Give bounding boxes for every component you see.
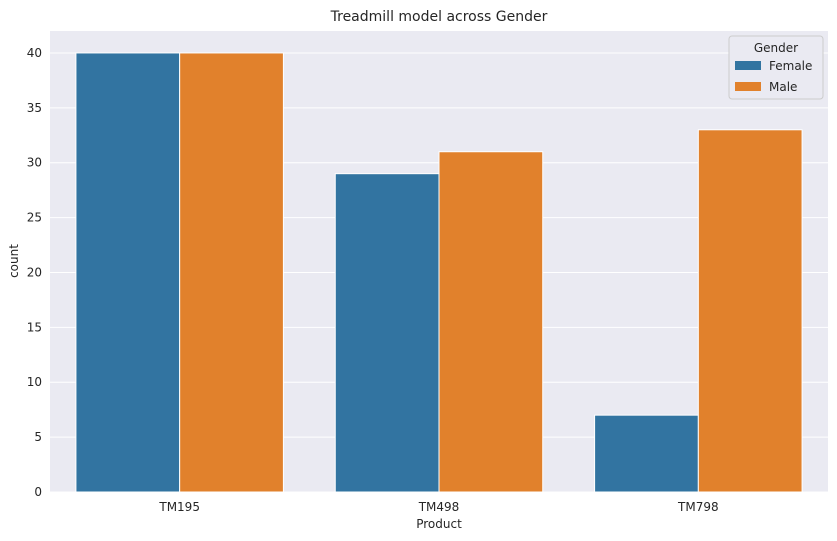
bar-tm498-male — [438, 151, 544, 493]
bar-tm195-female — [75, 52, 181, 493]
bar-tm798-female — [594, 414, 699, 493]
legend-label-female: Female — [769, 59, 812, 73]
y-tick-label: 0 — [34, 485, 42, 499]
y-tick-label: 5 — [34, 430, 42, 444]
legend-title: Gender — [754, 41, 798, 55]
x-tick-label: TM195 — [158, 500, 200, 514]
y-tick-label: 40 — [27, 46, 42, 60]
y-tick-label: 30 — [27, 156, 42, 170]
y-tick-label: 15 — [27, 320, 42, 334]
legend-swatch-female — [735, 61, 761, 70]
y-axis-label: count — [7, 244, 21, 278]
x-axis-label: Product — [416, 517, 462, 531]
bar-tm798-male — [697, 129, 803, 493]
legend-label-male: Male — [769, 80, 797, 94]
y-axis-ticks: 0 5 10 15 20 25 30 35 40 — [27, 46, 42, 499]
bar-tm498-female — [334, 173, 440, 493]
x-tick-label: TM798 — [677, 500, 719, 514]
x-axis-ticks: TM195 TM498 TM798 — [158, 500, 718, 514]
bar-tm195-male — [179, 52, 284, 493]
y-tick-label: 20 — [27, 265, 42, 279]
bars — [75, 52, 803, 493]
legend: Gender Female Male — [728, 35, 824, 100]
legend-swatch-male — [735, 82, 761, 91]
y-tick-label: 10 — [27, 375, 42, 389]
y-tick-label: 35 — [27, 101, 42, 115]
x-tick-label: TM498 — [418, 500, 460, 514]
y-tick-label: 25 — [27, 211, 42, 225]
chart-title: Treadmill model across Gender — [330, 9, 548, 25]
